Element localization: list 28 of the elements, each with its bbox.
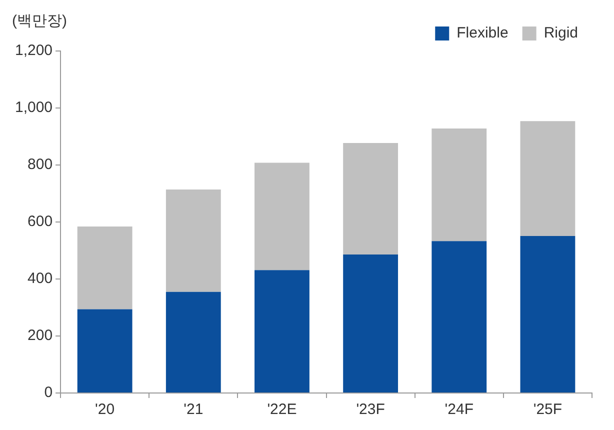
bar — [520, 236, 576, 392]
y-tick-label: 0 — [44, 384, 53, 402]
y-tick-label: 800 — [28, 156, 53, 174]
bar — [343, 143, 398, 254]
y-tick-label: 1,200 — [14, 42, 53, 60]
y-tick-label: 200 — [28, 327, 53, 344]
x-tick-label: '24F — [444, 401, 474, 418]
legend-label: Rigid — [544, 24, 578, 42]
bar — [254, 270, 310, 392]
bar — [432, 241, 487, 392]
y-tick-label: 600 — [28, 213, 53, 230]
x-tick-label: '21 — [184, 401, 204, 418]
bar — [166, 190, 221, 292]
y-tick-label: 1,000 — [14, 99, 53, 116]
bar — [432, 128, 487, 242]
x-tick-label: '23F — [356, 401, 385, 418]
legend-label: Flexible — [456, 24, 508, 42]
y-tick-label: 400 — [28, 270, 53, 288]
bar — [77, 309, 132, 392]
bar — [343, 254, 398, 392]
bar — [166, 292, 221, 392]
y-axis-title: (백만장) — [12, 12, 67, 30]
bar — [520, 121, 576, 236]
bar — [254, 162, 310, 270]
x-tick-label: '25F — [533, 401, 562, 418]
x-tick-label: '22E — [267, 401, 297, 418]
bar — [77, 226, 132, 310]
x-tick-label: '20 — [95, 401, 115, 418]
